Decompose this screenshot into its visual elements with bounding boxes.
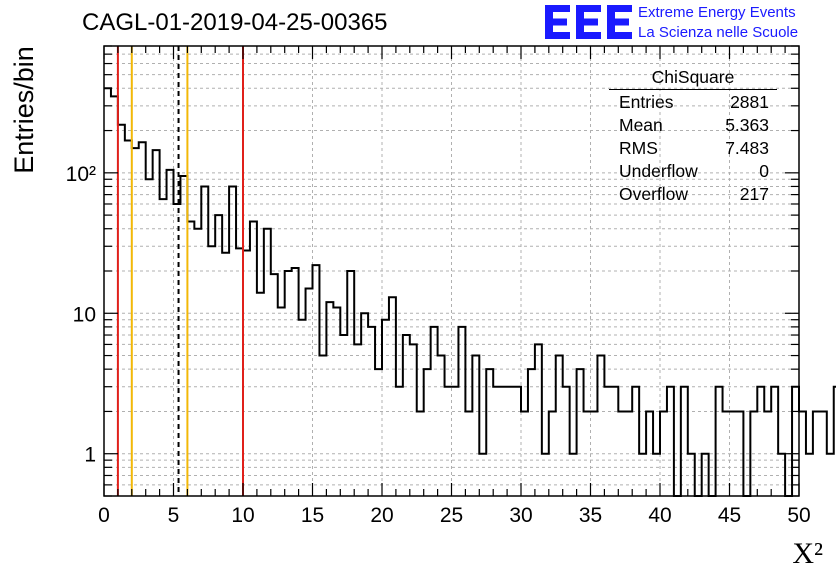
logo-line-2: La Scienza nelle Scuole — [638, 24, 799, 41]
y-tick-label: 10 — [73, 303, 96, 326]
stats-label: Overflow — [619, 184, 689, 204]
stats-row: RMS 7.483 — [619, 138, 769, 160]
stats-value: 7.483 — [725, 138, 769, 158]
stats-label: Mean — [619, 115, 663, 135]
logo-caption: Extreme Energy Events La Scienza nelle S… — [638, 3, 798, 43]
plot-title: CAGL-01-2019-04-25-00365 — [82, 9, 388, 36]
histogram-bars — [104, 87, 836, 497]
x-tick-label: 50 — [787, 504, 810, 527]
stats-row: Underflow 0 — [619, 161, 769, 183]
x-tick-label: 5 — [168, 504, 180, 527]
x-tick-label: 0 — [98, 504, 110, 527]
histogram-step-line — [104, 87, 836, 497]
logo-line-1: Extreme Energy Events — [638, 4, 796, 21]
vertical-markers — [116, 46, 244, 496]
x-tick-label: 40 — [648, 504, 671, 527]
stats-label: RMS — [619, 138, 658, 158]
eee-logo — [545, 5, 632, 39]
x-tick-label: 45 — [718, 504, 741, 527]
x-tick-label: 35 — [579, 504, 602, 527]
x-tick-label: 10 — [231, 504, 254, 527]
stats-label: Entries — [619, 92, 674, 112]
y-tick-label: 10² — [66, 163, 96, 186]
x-tick-label: 15 — [301, 504, 324, 527]
stats-value: 0 — [759, 161, 769, 181]
stats-row: Mean 5.363 — [619, 115, 769, 137]
x-tick-label: 25 — [440, 504, 463, 527]
stats-divider — [609, 89, 777, 90]
stats-value: 5.363 — [725, 115, 769, 135]
stats-row: Overflow 217 — [619, 184, 769, 206]
x-axis-label: X² — [792, 537, 823, 570]
stats-value: 217 — [739, 184, 769, 204]
x-tick-label: 30 — [509, 504, 532, 527]
stats-label: Underflow — [619, 161, 698, 181]
stats-title: ChiSquare — [651, 67, 735, 87]
grid-lines — [104, 46, 799, 496]
axis-ticks: 0 5 10 15 20 25 30 35 40 45 50 1 10 10² — [66, 45, 811, 527]
y-axis-label: Entries/bin — [9, 46, 39, 174]
stats-row: Entries 2881 — [619, 92, 769, 114]
x-tick-label: 20 — [370, 504, 393, 527]
y-tick-label: 1 — [84, 444, 96, 467]
stats-box: ChiSquare Entries 2881 Mean 5.363 RMS 7.… — [609, 65, 777, 210]
stats-value: 2881 — [730, 92, 769, 112]
